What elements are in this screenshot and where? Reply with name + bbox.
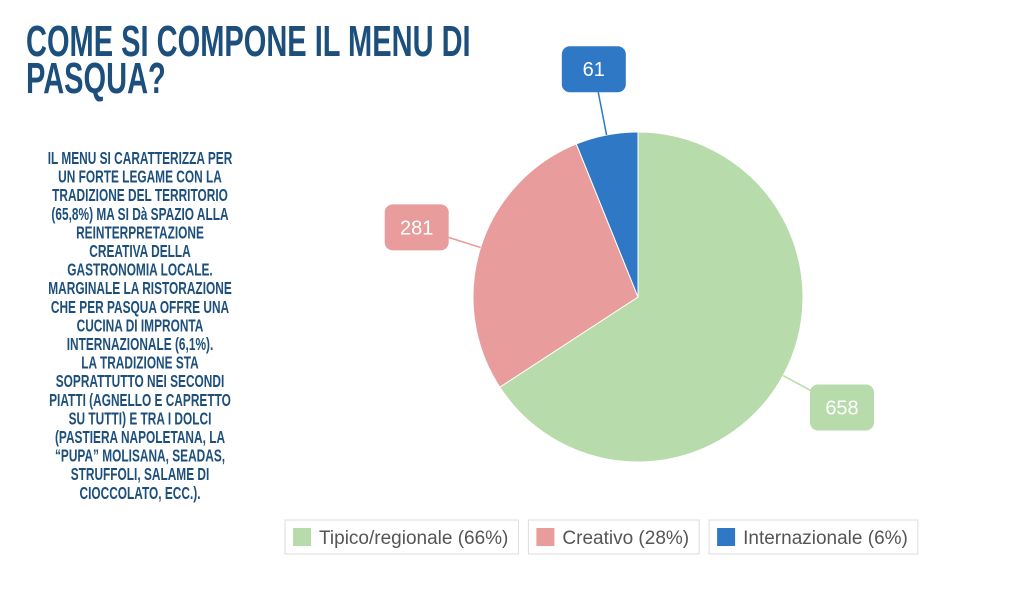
legend-swatch — [717, 528, 736, 546]
description-line: REINTERPRETAZIONE — [76, 223, 204, 243]
legend-item: Tipico/regionale (66%) — [284, 519, 519, 555]
data-label-box — [810, 384, 875, 431]
data-label-box — [561, 46, 626, 93]
description-line: CREATIVA DELLA — [89, 242, 190, 262]
title-line: PASQUA? — [26, 53, 166, 103]
description-line: LA TRADIZIONE STA — [81, 353, 198, 373]
description-line: (65,8%) MA SI Dà SPAZIO ALLA — [51, 204, 228, 224]
description-line: IL MENU SI CARATTERIZZA PER — [48, 149, 233, 169]
pie-slice — [472, 143, 639, 388]
description-line: INTERNAZIONALE (6,1%). — [67, 335, 214, 355]
description-line: GASTRONOMIA LOCALE. — [67, 260, 212, 280]
description-line: “PUPA” MOLISANA, SEADAS, — [55, 446, 225, 466]
legend-box — [527, 519, 700, 555]
title-line: COME SI COMPONE IL MENU DI — [26, 16, 471, 66]
description-line: CIOCCOLATO, ECC.). — [79, 483, 200, 503]
description-line: CUCINA DI IMPRONTA — [77, 316, 204, 336]
legend-swatch — [536, 528, 555, 546]
data-label: 61 — [583, 59, 605, 81]
description-line: TRADIZIONE DEL TERRITORIO — [52, 186, 228, 206]
data-label: 281 — [400, 217, 433, 239]
description-line: (PASTIERA NAPOLETANA, LA — [55, 428, 225, 448]
legend-item: Creativo (28%) — [527, 519, 700, 555]
data-label-box — [384, 204, 449, 251]
legend-box — [708, 519, 919, 555]
data-label: 658 — [825, 397, 858, 419]
legend-box — [284, 519, 519, 555]
legend-swatch — [293, 528, 311, 546]
legend-label: Internazionale (6%) — [743, 528, 908, 549]
description-line: SU TUTTI) E TRA I DOLCI — [69, 409, 212, 429]
legend-label: Tipico/regionale (66%) — [319, 528, 508, 549]
legend-label: Creativo (28%) — [562, 528, 689, 549]
description-line: CHE PER PASQUA OFFRE UNA — [51, 297, 229, 317]
description-line: PIATTI (AGNELLO E CAPRETTO — [49, 390, 231, 410]
description-line: STRUFFOLI, SALAME DI — [71, 465, 210, 485]
description-line: UN FORTE LEGAME CON LA — [58, 167, 222, 187]
pie-slice — [575, 131, 639, 298]
description-line: SOPRATTUTTO NEI SECONDI — [56, 372, 225, 392]
description-line: MARGINALE LA RISTORAZIONE — [48, 279, 231, 299]
legend-item: Internazionale (6%) — [708, 519, 919, 555]
